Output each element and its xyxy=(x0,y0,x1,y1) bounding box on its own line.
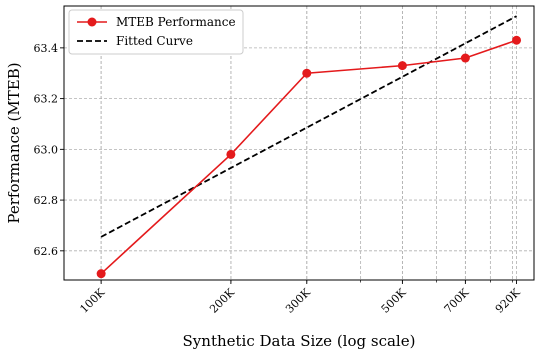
y-tick-label: 62.6 xyxy=(34,245,59,258)
mteb-performance-point xyxy=(512,35,522,45)
y-axis-label: Performance (MTEB) xyxy=(5,62,23,223)
mteb-performance-point xyxy=(460,53,470,63)
x-tick-label: 700K xyxy=(442,285,472,315)
legend-label-mteb-performance: MTEB Performance xyxy=(116,15,236,29)
x-tick-label: 100K xyxy=(77,285,107,315)
x-tick-label: 200K xyxy=(207,285,237,315)
x-tick-label: 300K xyxy=(283,285,313,315)
legend-swatch-marker-mteb-performance xyxy=(87,17,97,27)
mteb-performance-line xyxy=(100,39,517,275)
ticks: 100K 200K 300K 500K 700K 920K 62.6 62.8 63.0 63.2… xyxy=(34,42,524,316)
x-tick-label: 920K xyxy=(493,285,523,315)
y-tick-label: 62.8 xyxy=(34,194,59,207)
mteb-performance-point xyxy=(397,61,407,71)
legend-box xyxy=(68,9,244,55)
y-tick-label: 63.2 xyxy=(34,93,59,106)
y-tick-label: 63.0 xyxy=(34,143,59,156)
mteb-performance-point xyxy=(302,68,312,78)
mteb-performance-point xyxy=(96,269,106,279)
legend: MTEB Performance Fitted Curve xyxy=(68,9,244,55)
x-tick-label: 500K xyxy=(379,285,409,315)
series-layer xyxy=(96,15,522,279)
x-axis-label: Synthetic Data Size (log scale) xyxy=(183,332,416,350)
legend-label-fitted-curve: Fitted Curve xyxy=(116,34,193,48)
plot-frame xyxy=(63,5,535,281)
y-tick-label: 63.4 xyxy=(34,42,59,55)
fitted-curve-line xyxy=(100,15,517,238)
mteb-performance-point xyxy=(226,149,236,159)
